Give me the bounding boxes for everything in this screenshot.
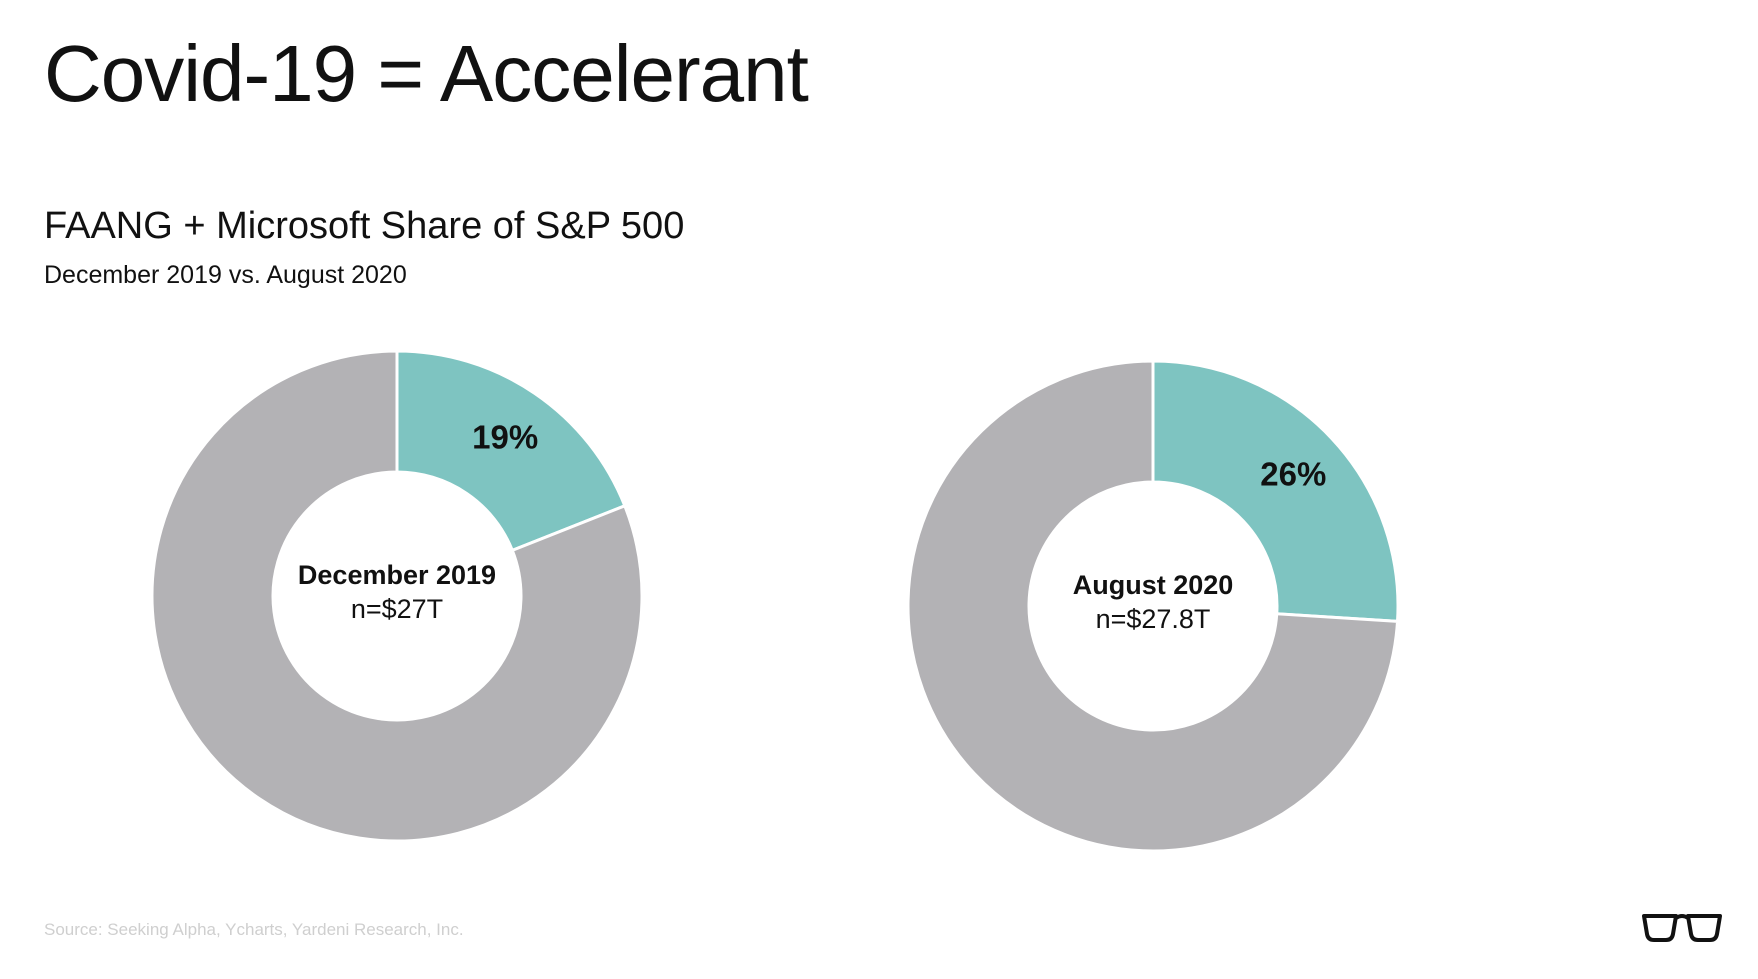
center-label: August 2020 — [1073, 570, 1234, 600]
chart-title: FAANG + Microsoft Share of S&P 500 — [44, 205, 685, 247]
center-sublabel: n=$27T — [351, 594, 443, 624]
donut-chart-1: 19% December 2019 n=$27T — [150, 349, 644, 843]
donut-slice-highlight — [1151, 359, 1400, 623]
center-sublabel: n=$27.8T — [1096, 604, 1211, 634]
center-label: December 2019 — [298, 560, 496, 590]
slide-title: Covid-19 = Accelerant — [44, 29, 809, 118]
slice-value-label: 19% — [472, 418, 538, 455]
chart-subtitle: December 2019 vs. August 2020 — [44, 261, 407, 289]
source-note: Source: Seeking Alpha, Ycharts, Yardeni … — [44, 920, 464, 939]
donut-slice-remainder — [906, 359, 1400, 853]
donut-slice-highlight — [395, 349, 627, 553]
donut-slice-remainder — [150, 349, 644, 843]
donut-chart-2: 26% August 2020 n=$27.8T — [906, 359, 1400, 853]
slice-value-label: 26% — [1260, 456, 1326, 493]
glasses-icon — [1642, 914, 1722, 942]
